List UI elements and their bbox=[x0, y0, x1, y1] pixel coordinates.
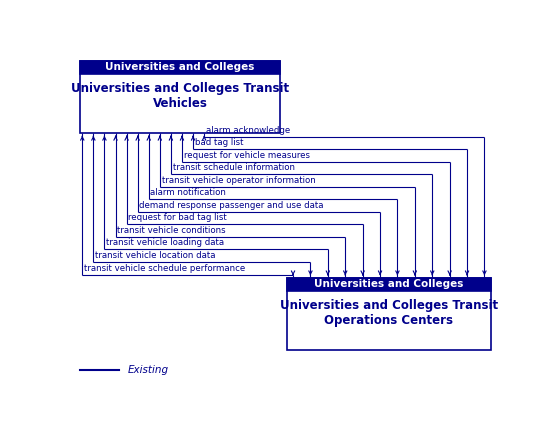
Bar bbox=[286, 278, 491, 291]
Text: request for bad tag list: request for bad tag list bbox=[128, 213, 227, 222]
Text: transit vehicle operator information: transit vehicle operator information bbox=[162, 176, 315, 185]
Text: alarm acknowledge: alarm acknowledge bbox=[206, 125, 290, 135]
Text: Universities and Colleges: Universities and Colleges bbox=[314, 279, 463, 289]
Text: transit vehicle schedule performance: transit vehicle schedule performance bbox=[84, 264, 245, 273]
Text: Existing: Existing bbox=[128, 365, 169, 375]
Bar bbox=[286, 278, 491, 350]
Text: bad tag list: bad tag list bbox=[195, 138, 243, 147]
Text: Universities and Colleges Transit
Vehicles: Universities and Colleges Transit Vehicl… bbox=[71, 82, 289, 110]
Text: transit schedule information: transit schedule information bbox=[173, 163, 295, 172]
Text: alarm notification: alarm notification bbox=[150, 188, 226, 197]
Text: Universities and Colleges: Universities and Colleges bbox=[105, 62, 255, 72]
Bar bbox=[286, 278, 491, 291]
Text: transit vehicle loading data: transit vehicle loading data bbox=[106, 239, 224, 247]
Text: request for vehicle measures: request for vehicle measures bbox=[184, 151, 310, 160]
Text: Universities and Colleges Transit
Operations Centers: Universities and Colleges Transit Operat… bbox=[280, 299, 498, 327]
Text: transit vehicle conditions: transit vehicle conditions bbox=[117, 226, 226, 235]
Text: transit vehicle location data: transit vehicle location data bbox=[95, 251, 215, 260]
Bar bbox=[80, 61, 280, 74]
Text: demand response passenger and use data: demand response passenger and use data bbox=[139, 201, 324, 210]
Bar bbox=[80, 61, 280, 133]
Bar bbox=[80, 61, 280, 74]
